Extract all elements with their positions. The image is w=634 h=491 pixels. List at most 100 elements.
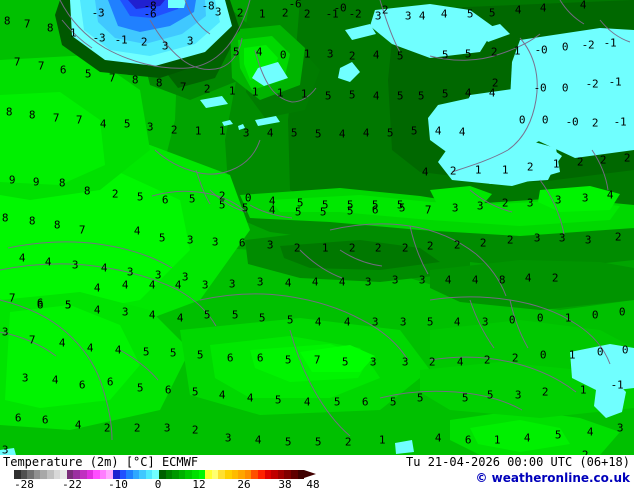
temperature-label: 6	[161, 193, 169, 207]
colorbar-swatch	[86, 470, 94, 479]
temperature-label: 2	[511, 351, 519, 365]
temperature-label: 5	[333, 395, 341, 409]
temperature-label: 4	[539, 1, 547, 15]
temperature-label: 4	[579, 0, 587, 12]
temperature-label: 4	[268, 203, 276, 217]
temperature-label: 1	[251, 85, 259, 99]
colorbar-swatch	[112, 470, 120, 479]
temperature-label: 4	[440, 7, 448, 21]
colorbar-swatch	[27, 470, 34, 479]
temperature-label: 2	[293, 241, 301, 255]
temperature-label: 5	[416, 391, 424, 405]
temperature-label: 1	[258, 7, 266, 21]
temperature-label: 5	[64, 298, 72, 312]
temperature-label: -1	[610, 378, 624, 392]
temperature-label: 2	[111, 187, 119, 201]
colorbar-swatch	[257, 470, 265, 479]
temperature-label: 0	[279, 48, 287, 62]
temperature-label: 3	[404, 9, 412, 23]
colorbar-tick-label: 48	[306, 478, 320, 491]
temperature-label: 5	[136, 381, 144, 395]
temperature-label: 7	[52, 111, 60, 125]
colorbar	[14, 470, 305, 479]
temperature-label: 4	[218, 388, 226, 402]
temperature-label: 0	[244, 191, 252, 205]
temperature-label: 3	[228, 277, 236, 291]
temperature-map[interactable]: -8 -8 -6 -6 -0 2 -3 3 2 1 2 2 -1 -2 3 3 4 4 5 5 4 4 4 8 7 8 -3 -1 1 2…	[0, 0, 634, 455]
temperature-label: 4	[93, 281, 101, 295]
valid-time-stamp: Tu 21-04-2026 00:00 UTC (06+18)	[406, 455, 630, 469]
temperature-label: 4	[524, 271, 532, 285]
temperature-label: 5	[389, 395, 397, 409]
temperature-label: 8	[46, 21, 54, 35]
temperature-label: 2	[191, 423, 199, 437]
temperature-label: 3	[224, 431, 232, 445]
colorbar-tick-label: 12	[192, 478, 206, 491]
temperature-label: 3	[369, 355, 377, 369]
temperature-label: 2	[170, 123, 178, 137]
temperature-label: 3	[256, 275, 264, 289]
temperature-label: 1	[579, 383, 587, 397]
temperature-label: 5	[158, 231, 166, 245]
temperature-label: 1	[501, 163, 509, 177]
colorbar-swatch	[93, 470, 100, 479]
temperature-label: -0	[333, 1, 347, 15]
temperature-label: 6	[371, 203, 379, 217]
temperature-label: 5	[232, 45, 240, 59]
temperature-label: 5	[284, 435, 292, 449]
temperature-label: 5	[486, 388, 494, 402]
temperature-label: 3	[71, 258, 79, 272]
temperature-label: -1	[613, 115, 627, 129]
temperature-label: 6	[36, 298, 44, 312]
temperature-label: 3	[181, 270, 189, 284]
colorbar-swatch	[225, 470, 232, 479]
temperature-label: 5	[84, 67, 92, 81]
temperature-label: 2	[348, 241, 356, 255]
temperature-label: 3	[154, 268, 162, 282]
temperature-label: 2	[428, 355, 436, 369]
temperature-label: 7	[13, 55, 21, 69]
temperature-label: 4	[176, 311, 184, 325]
temperature-label: 4	[434, 431, 442, 445]
temperature-label: 2	[140, 35, 148, 49]
temperature-label: 5	[290, 126, 298, 140]
temperature-label: 4	[254, 433, 262, 447]
temperature-label: 5	[294, 205, 302, 219]
colorbar-swatch	[46, 470, 54, 479]
temperature-label: 2	[576, 155, 584, 169]
temperature-label: 6	[226, 351, 234, 365]
temperature-label: 5	[348, 88, 356, 102]
temperature-label: 6	[106, 375, 114, 389]
colorbar-swatch	[152, 470, 160, 479]
temperature-label: 1	[564, 311, 572, 325]
temperature-label: 1	[194, 124, 202, 138]
temperature-label: 0	[508, 313, 516, 327]
temperature-label: 4	[148, 278, 156, 292]
temperature-label: -8	[143, 0, 157, 13]
colorbar-swatch	[132, 470, 140, 479]
colorbar-swatch	[40, 470, 47, 479]
temperature-label: 2	[526, 160, 534, 174]
copyright-link[interactable]: © weatheronline.co.uk	[475, 471, 630, 485]
temperature-label: 5	[466, 7, 474, 21]
temperature-label: 1	[378, 433, 386, 447]
temperature-label: 3	[211, 235, 219, 249]
temperature-label: 5	[203, 308, 211, 322]
colorbar-tick-label: -28	[14, 478, 34, 491]
temperature-label: -3	[91, 6, 105, 20]
colorbar-swatch	[218, 470, 225, 479]
temperature-label: 4	[44, 255, 52, 269]
temperature-label: 5	[169, 346, 177, 360]
temperature-label: 3	[161, 39, 169, 53]
colorbar-swatch	[79, 470, 87, 479]
temperature-label: 8	[58, 176, 66, 190]
temperature-label: 5	[296, 196, 304, 210]
temperature-label: 4	[284, 276, 292, 290]
temperature-label: 4	[311, 275, 319, 289]
temperature-label: 2	[103, 421, 111, 435]
temperature-label: 4	[606, 188, 614, 202]
colorbar-swatch	[53, 470, 61, 479]
temperature-label: 0	[596, 345, 604, 359]
temperature-label: 2	[581, 448, 589, 456]
temperature-label: 5	[218, 198, 226, 212]
